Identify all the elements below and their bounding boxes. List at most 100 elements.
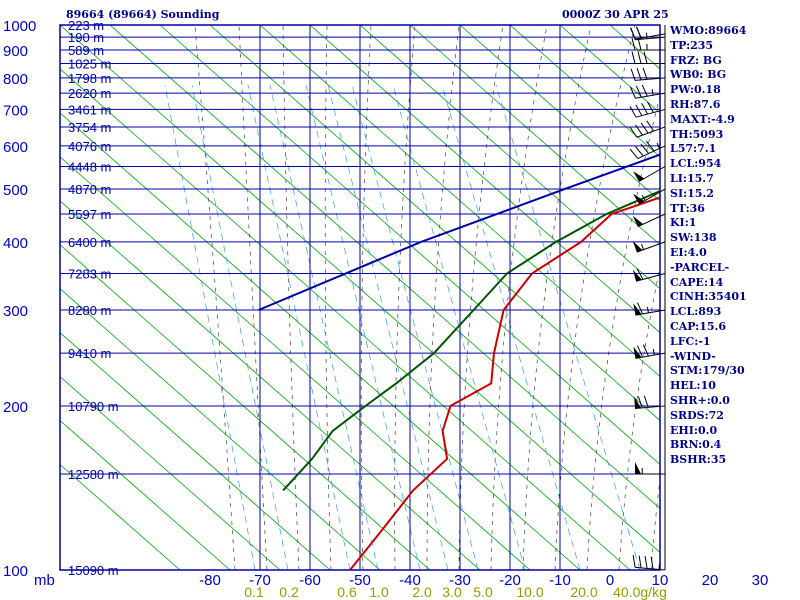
height-label: 6400 m [68, 235, 111, 250]
index-line: WMO:89664 [670, 24, 747, 37]
height-label: 1025 m [68, 56, 111, 71]
wind-barb-pennant [632, 215, 644, 227]
index-line: EHI:0.0 [670, 423, 718, 437]
wind-barb-flag [642, 67, 648, 80]
wind-barb [633, 302, 666, 316]
wind-barb-flag [629, 126, 638, 138]
wind-barb [632, 555, 666, 571]
height-label: 3461 m [68, 102, 111, 117]
wind-barb-pennant [633, 171, 645, 182]
temperature-tick-label: -30 [449, 572, 471, 589]
dry-adiabat-line [309, 25, 660, 334]
temperature-tick-label: 10 [652, 572, 669, 589]
index-line: MAXT:-4.9 [670, 112, 735, 126]
wind-barb-flag [635, 85, 642, 98]
index-line: SRDS:72 [670, 408, 724, 422]
wind-barb-flag [635, 146, 644, 157]
wind-barb-flag [637, 37, 642, 51]
wind-barb-shaft [635, 92, 666, 99]
index-line: STM:179/30 [670, 364, 745, 378]
moist-adiabat-line [586, 94, 660, 570]
wind-barb-flag [644, 556, 648, 569]
wind-barb-shaft [635, 108, 666, 118]
pressure-tick-label: 500 [3, 182, 28, 199]
dry-adiabat-line [60, 200, 481, 570]
parcel-trace [258, 153, 660, 311]
wind-barb-halfflag [641, 243, 645, 250]
dry-adiabat-line [159, 25, 660, 466]
wind-barb-flag [645, 141, 655, 152]
pressure-tick-label: 400 [3, 235, 28, 252]
mixing-ratio-label: 1.0 [369, 584, 389, 600]
wind-barb-pennant [633, 193, 645, 205]
height-label: 5597 m [68, 207, 111, 222]
wind-barb-flag [643, 395, 649, 408]
mixing-ratio-line [327, 84, 449, 570]
wind-barb [634, 395, 666, 410]
sounding-traces [258, 153, 660, 570]
wind-barb-pennant [632, 240, 643, 253]
wind-barb [633, 166, 666, 182]
temperature-tick-label: -20 [499, 572, 521, 589]
mixing-ratio-lines [164, 84, 641, 570]
dry-adiabat-line [60, 156, 531, 570]
index-line: LFC:-1 [670, 334, 711, 348]
wind-barb-halfflag [652, 349, 655, 356]
wind-barb-flag [650, 556, 654, 570]
mixing-ratio-line [495, 84, 641, 570]
index-line: SI:15.2 [670, 186, 714, 200]
wind-barb-pennant [633, 346, 642, 359]
moist-adiabat-line [426, 25, 460, 570]
pressure-tick-label: 900 [3, 43, 28, 60]
index-line: RH:87.6 [670, 97, 721, 111]
wind-barb-halfflag [651, 89, 654, 96]
index-line: HEL:10 [670, 379, 716, 393]
dry-adiabat-line [60, 244, 431, 570]
grid [59, 24, 661, 571]
dry-adiabat-line [459, 25, 660, 202]
wind-barb-shaft [635, 405, 666, 410]
mixing-ratio-label: 0.1 [244, 584, 264, 600]
dry-adiabat-line [60, 463, 181, 570]
wind-barb-flag [629, 106, 637, 118]
height-label: 589 m [68, 43, 104, 58]
index-line: TH:5093 [670, 127, 724, 141]
pressure-tick-label: 200 [3, 399, 28, 416]
wind-barb-flag [646, 101, 654, 113]
index-line: TT:36 [670, 201, 705, 215]
index-line: L57:7.1 [670, 142, 717, 156]
pressure-tick-label: 800 [3, 71, 28, 88]
wind-barb-shaft [635, 272, 666, 282]
temperature-tick-label: 20 [702, 572, 719, 589]
moist-adiabat-line [394, 25, 416, 570]
wind-barb [632, 268, 666, 282]
index-line: BSHR:35 [670, 453, 727, 467]
dry-adiabat-line [60, 68, 631, 570]
wind-barb-flag [646, 120, 655, 132]
wind-barb-shaft [637, 213, 666, 228]
mixing-ratio-line [164, 84, 256, 570]
index-line: LCL:954 [670, 157, 722, 171]
wind-barb [629, 141, 666, 160]
pressure-tick-label: 700 [3, 102, 28, 119]
moist-adiabat-line [554, 25, 636, 570]
wind-barb-shaft [635, 77, 666, 81]
moist-adiabat-line [360, 25, 372, 570]
wind-barb-shaft [637, 145, 666, 160]
moist-adiabat-line [194, 25, 236, 570]
mixing-ratio-label: 20.0 [570, 584, 597, 600]
dry-adiabat-line [60, 376, 281, 570]
wind-barb [629, 84, 666, 99]
dry-adiabat-line [60, 288, 381, 570]
mixing-ratio-line [305, 84, 421, 570]
wind-barb-halfflag [656, 142, 661, 149]
wind-barb-flag [638, 555, 642, 568]
wind-barb-flag [635, 104, 643, 116]
height-label: 190 m [68, 30, 104, 45]
wind-barb-shaft [636, 126, 666, 138]
moist-adiabat-line [618, 265, 660, 570]
moist-adiabat-line [458, 25, 504, 570]
wind-barb-flag [640, 122, 649, 134]
temperature-tick-label: -50 [349, 572, 371, 589]
plot-frame [59, 24, 661, 571]
